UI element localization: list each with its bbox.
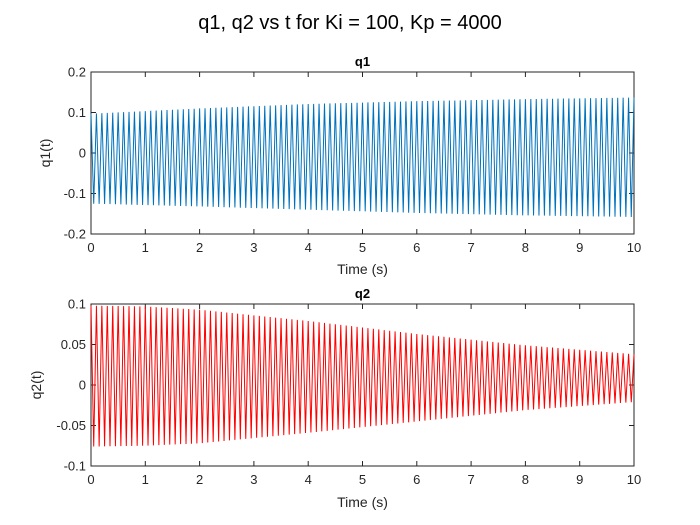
q2-y-axis-label: q2(t): [28, 371, 44, 400]
q2-ticks: 0 1 2 3 4 5 6 7 8 9 10 -0.1 -0.05 0 0.05 0.1: [56, 297, 641, 488]
q1-y-tick-label: -0.1: [64, 186, 86, 201]
q1-x-tick-label: 9: [576, 240, 583, 255]
q1-x-tick-label: 5: [359, 240, 366, 255]
q1-ticks: 0 1 2 3 4 5 6 7 8 9 10 -0.2 -0.1 0 0.1 0.2: [64, 65, 642, 256]
q2-panel-title: q2: [355, 286, 370, 301]
q2-x-tick-label: 0: [87, 472, 94, 487]
q1-y-tick-label: -0.2: [64, 227, 86, 242]
q1-y-tick-label: 0: [79, 146, 86, 161]
q1-axes-box: [90, 71, 635, 235]
q2-x-tick-label: 10: [627, 472, 641, 487]
q1-x-tick-label: 1: [142, 240, 149, 255]
q2-x-tick-label: 8: [522, 472, 529, 487]
q1-x-axis-label: Time (s): [337, 261, 388, 277]
q2-x-tick-label: 9: [576, 472, 583, 487]
q1-panel-title: q1: [355, 54, 370, 69]
q1-series-line: [90, 97, 635, 217]
q2-y-tick-label: 0.1: [68, 297, 86, 312]
q2-x-tick-label: 7: [467, 472, 474, 487]
q2-x-tick-label: 5: [359, 472, 366, 487]
q1-x-tick-label: 7: [467, 240, 474, 255]
q2-x-axis-label: Time (s): [337, 494, 388, 510]
q2-x-tick-label: 2: [196, 472, 203, 487]
q2-y-tick-label: 0.05: [61, 337, 86, 352]
q2-x-tick-label: 3: [250, 472, 257, 487]
q1-y-tick-label: 0.2: [68, 65, 86, 80]
q2-plot-panel: q2 Time (s) q2(t) 0 1 2 3 4 5 6 7 8 9 10-0.1-0.050…: [28, 286, 641, 510]
q2-x-tick-label: 6: [413, 472, 420, 487]
q2-y-tick-label: 0: [79, 378, 86, 393]
q1-x-tick-label: 4: [305, 240, 312, 255]
q1-y-tick-label: 0.1: [68, 105, 86, 120]
q1-x-tick-label: 8: [522, 240, 529, 255]
q1-x-tick-label: 2: [196, 240, 203, 255]
q1-plot-panel: q1 Time (s) q1(t) 0 1 2 3 4 5 6 7 8 9 10-0.2-0.100…: [37, 54, 641, 277]
q2-x-tick-label: 4: [305, 472, 312, 487]
q1-x-tick-label: 6: [413, 240, 420, 255]
figure-title: q1, q2 vs t for Ki = 100, Kp = 4000: [198, 12, 502, 34]
q1-y-axis-label: q1(t): [37, 139, 53, 168]
q2-series-line: [90, 305, 635, 447]
q2-y-tick-label: -0.05: [56, 418, 86, 433]
q2-x-tick-label: 1: [142, 472, 149, 487]
q1-x-tick-label: 3: [250, 240, 257, 255]
q1-x-tick-label: 10: [627, 240, 641, 255]
q1-x-tick-label: 0: [87, 240, 94, 255]
q2-y-tick-label: -0.1: [64, 459, 86, 474]
